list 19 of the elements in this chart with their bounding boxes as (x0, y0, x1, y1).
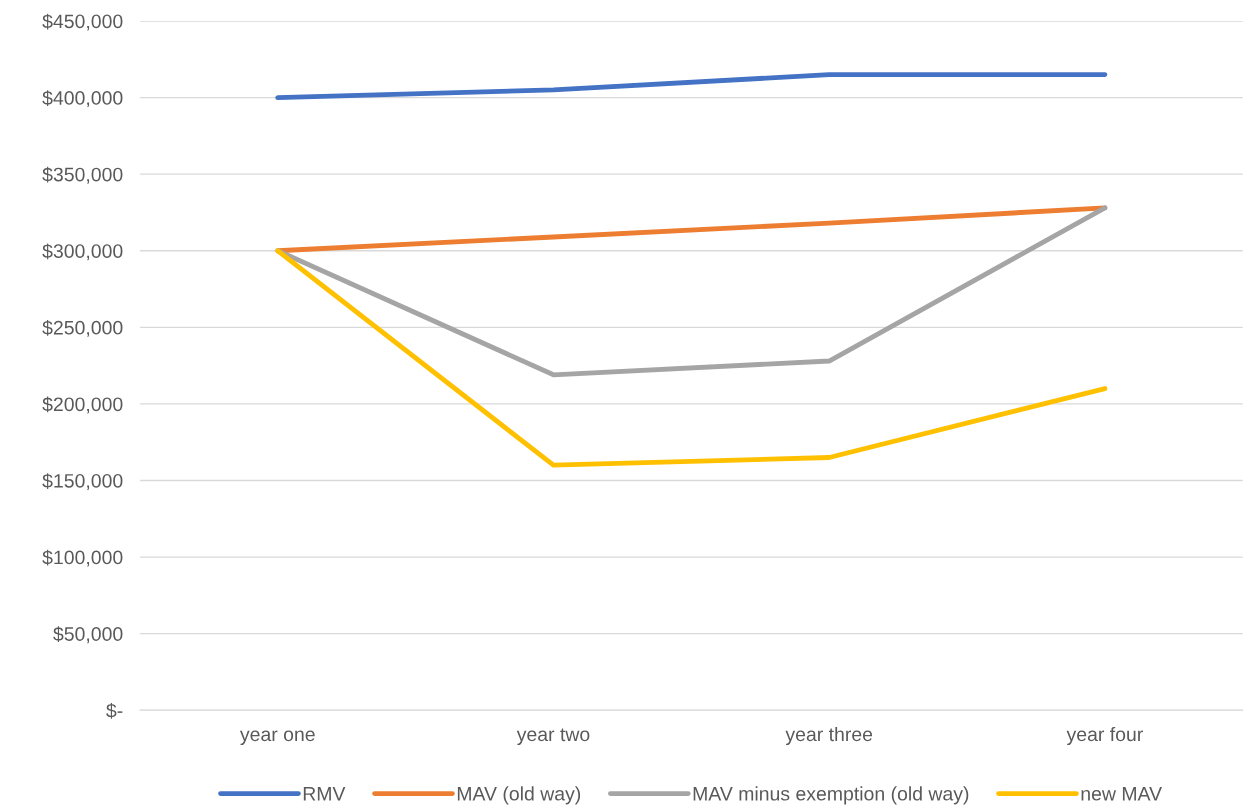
line-series (275, 248, 1108, 468)
y-tick-label: $350,000 (42, 166, 123, 184)
y-tick-label: $200,000 (42, 396, 123, 414)
x-tick-label: year one (239, 730, 315, 746)
y-tick-label: $250,000 (42, 319, 123, 337)
legend-label: MAV minus exemption (old way) (693, 786, 969, 805)
y-tick-label: $- (106, 702, 123, 719)
x-tick-label: year three (785, 726, 873, 746)
y-tick-label: $50,000 (53, 626, 123, 644)
legend-label: MAV (old way) (457, 786, 581, 805)
y-tick-label: $450,000 (42, 13, 123, 31)
legend-label: new MAV (1081, 787, 1162, 801)
y-tick-label: $300,000 (42, 243, 123, 261)
legend-label: RMV (303, 787, 346, 801)
x-tick-label: year two (516, 728, 590, 746)
x-tick-label: year four (1066, 726, 1143, 746)
y-tick-label: $100,000 (42, 549, 123, 567)
y-tick-label: $150,000 (42, 473, 123, 491)
y-tick-label: $400,000 (42, 90, 123, 108)
